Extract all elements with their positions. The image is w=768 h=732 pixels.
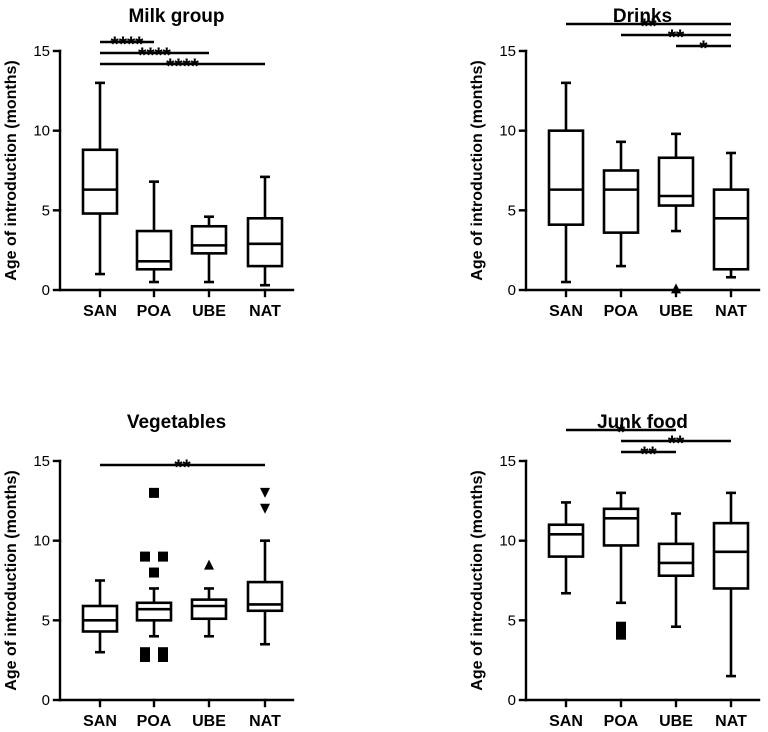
- box-san: [81, 81, 119, 276]
- y-tick-label: 10: [499, 123, 516, 140]
- box-iqr: [657, 542, 695, 578]
- x-tick-label: SAN: [83, 713, 117, 730]
- box-poa: [602, 491, 640, 640]
- y-tick-label: 10: [33, 123, 50, 140]
- box-iqr: [190, 224, 228, 255]
- box-iqr: [135, 601, 173, 622]
- box-iqr: [81, 148, 119, 215]
- box-nat: [712, 151, 750, 279]
- x-tick-label: NAT: [249, 303, 281, 320]
- x-tick-label: SAN: [83, 303, 117, 320]
- outlier-point: [204, 559, 214, 570]
- y-tick-label: 0: [508, 692, 516, 709]
- y-tick-label: 15: [33, 453, 50, 470]
- significance-label: ****: [138, 44, 172, 67]
- box-iqr: [246, 217, 284, 268]
- y-tick-label: 0: [42, 692, 50, 709]
- significance-label: **: [640, 15, 657, 38]
- y-axis-label: Age of introduction (months): [469, 470, 486, 690]
- y-tick-label: 10: [33, 533, 50, 550]
- outlier-point: [616, 629, 626, 640]
- box-poa: [602, 140, 640, 268]
- significance-label: **: [668, 432, 685, 455]
- y-tick-label: 5: [508, 202, 516, 219]
- outlier-point: [149, 487, 159, 498]
- y-axis-label: Age of introduction (months): [3, 470, 20, 690]
- y-axis-label: Age of introduction (months): [469, 60, 486, 280]
- box-nat: [246, 487, 284, 646]
- box-san: [81, 579, 119, 654]
- outlier-point: [260, 503, 270, 514]
- box-san: [547, 501, 585, 595]
- outlier-point: [140, 551, 150, 562]
- outlier-point: [149, 567, 159, 578]
- x-tick-label: SAN: [549, 303, 583, 320]
- box-iqr: [547, 129, 585, 226]
- x-tick-label: NAT: [715, 713, 747, 730]
- y-tick-label: 5: [508, 612, 516, 629]
- chart-title: Milk group: [128, 6, 224, 27]
- x-tick-label: POA: [604, 713, 639, 730]
- box-poa: [135, 487, 173, 662]
- chart-panel: Milk group Age of introduction (months) 0 5…: [3, 6, 295, 320]
- y-tick-label: 15: [499, 453, 516, 470]
- outlier-point: [140, 651, 150, 662]
- y-tick-label: 0: [508, 282, 516, 299]
- x-tick-label: UBE: [659, 303, 693, 320]
- y-tick-label: 15: [499, 43, 516, 60]
- y-tick-label: 5: [42, 612, 50, 629]
- box-iqr: [135, 229, 173, 271]
- outlier-point: [158, 651, 168, 662]
- y-tick-label: 5: [42, 202, 50, 219]
- chart-panel: Junk food Age of introduction (months) 0 5 1…: [469, 412, 761, 730]
- chart-title: Junk food: [597, 412, 688, 433]
- box-iqr: [190, 598, 228, 621]
- box-nat: [712, 491, 750, 678]
- y-axis-label: Age of introduction (months): [3, 60, 20, 280]
- significance-label: **: [174, 456, 191, 479]
- box-iqr: [712, 521, 750, 590]
- y-tick-label: 10: [499, 533, 516, 550]
- box-iqr: [602, 169, 640, 234]
- box-ube: [190, 215, 228, 284]
- box-iqr: [81, 604, 119, 633]
- chart-title: Vegetables: [127, 412, 226, 433]
- box-iqr: [246, 580, 284, 613]
- box-poa: [135, 180, 173, 284]
- outlier-point: [158, 551, 168, 562]
- box-ube: [657, 132, 695, 294]
- significance-label: **: [640, 443, 657, 466]
- y-tick-label: 0: [42, 282, 50, 299]
- significance-label: ****: [166, 55, 200, 78]
- x-tick-label: SAN: [549, 713, 583, 730]
- box-iqr: [602, 507, 640, 547]
- chart-panel: Drinks Age of introduction (months) 0 5 10 15…: [469, 6, 761, 320]
- y-tick-label: 15: [33, 43, 50, 60]
- chart-panel: Vegetables Age of introduction (months) 0 5…: [3, 412, 295, 730]
- x-tick-label: NAT: [249, 713, 281, 730]
- x-tick-label: UBE: [192, 303, 226, 320]
- significance-label: ****: [111, 33, 145, 56]
- x-tick-label: POA: [604, 303, 639, 320]
- box-iqr: [657, 156, 695, 207]
- box-iqr: [712, 188, 750, 271]
- x-tick-label: POA: [137, 303, 172, 320]
- significance-label: **: [668, 26, 685, 49]
- box-san: [547, 81, 585, 284]
- x-tick-label: UBE: [192, 713, 226, 730]
- box-ube: [657, 512, 695, 629]
- chart-title: Drinks: [613, 6, 672, 27]
- significance-label: *: [699, 37, 708, 60]
- outlier-point: [260, 487, 270, 498]
- outlier-point: [671, 283, 681, 294]
- box-iqr: [547, 523, 585, 558]
- box-ube: [190, 559, 228, 638]
- significance-label: *: [617, 421, 626, 444]
- x-tick-label: POA: [137, 713, 172, 730]
- x-tick-label: NAT: [715, 303, 747, 320]
- x-tick-label: UBE: [659, 713, 693, 730]
- box-nat: [246, 175, 284, 287]
- outlier-point: [616, 621, 626, 632]
